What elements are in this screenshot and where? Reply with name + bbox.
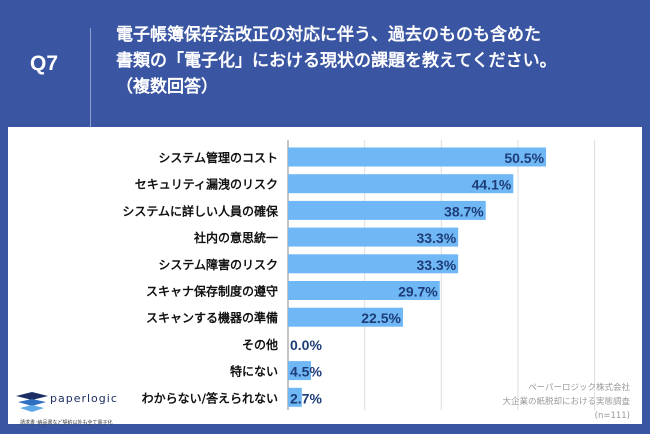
- source-company: ペーパーロジック株式会社: [528, 383, 630, 393]
- category-label: スキャンする機器の準備: [146, 310, 278, 325]
- bar: [288, 227, 459, 247]
- category-label: システム障害のリスク: [158, 257, 278, 272]
- value-label: 33.3%: [416, 257, 456, 273]
- bar: [288, 254, 459, 274]
- bar: [288, 147, 547, 167]
- value-label: 44.1%: [472, 177, 512, 193]
- value-label: 33.3%: [416, 230, 456, 246]
- bar: [288, 174, 514, 194]
- bar: [288, 307, 403, 327]
- value-label: 2.7%: [290, 390, 322, 406]
- bar: [288, 281, 440, 300]
- value-label: 0.0%: [290, 337, 322, 353]
- category-label: スキャナ保存制度の遵守: [146, 284, 278, 299]
- bar: [288, 200, 486, 220]
- paperlogic-logo-icon: [16, 392, 48, 412]
- category-label: システム管理のコスト: [158, 150, 278, 165]
- value-label: 29.7%: [398, 284, 438, 300]
- question-number: Q7: [30, 52, 59, 75]
- sample-size: (n=111): [594, 411, 630, 421]
- category-label: システムに詳しい人員の確保: [122, 203, 279, 218]
- category-label: わからない/答えられない: [142, 390, 278, 405]
- divider: [90, 28, 91, 132]
- bar: [288, 387, 302, 407]
- value-label: 4.5%: [290, 364, 322, 380]
- value-label: 50.5%: [504, 150, 544, 166]
- bar: [288, 361, 311, 381]
- source-survey: 大企業の紙脱却における実態調査: [502, 397, 630, 407]
- logo-tagline: 請求書･納品書など契約以外も全て電子化: [20, 420, 113, 426]
- logo-text: paperlogic: [50, 392, 118, 405]
- category-label: その他: [242, 337, 278, 352]
- category-label: セキュリティ漏洩のリスク: [135, 177, 278, 192]
- category-label: 特にない: [230, 364, 278, 379]
- value-label: 22.5%: [361, 310, 401, 326]
- chart-title: 電子帳簿保存法改正の対応に伴う、過去のものも含めた 書類の「電子化」における現状…: [116, 25, 557, 97]
- category-label: 社内の意思統一: [193, 230, 278, 245]
- source-note: ペーパーロジック株式会社 大企業の紙脱却における実態調査 (n=111): [502, 381, 630, 423]
- value-label: 38.7%: [444, 203, 484, 219]
